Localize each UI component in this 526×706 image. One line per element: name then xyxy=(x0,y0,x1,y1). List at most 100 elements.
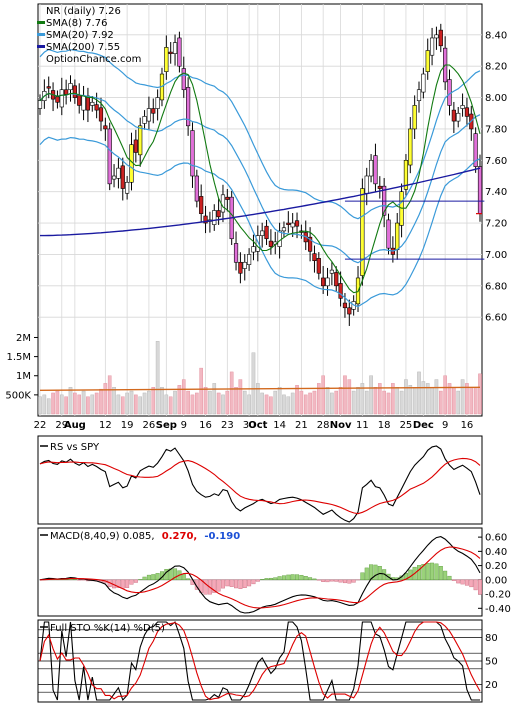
candle xyxy=(168,42,173,64)
candle xyxy=(90,96,95,112)
volume-bar xyxy=(251,352,256,415)
candle-body xyxy=(286,222,291,225)
macd-histogram-bar xyxy=(212,579,217,593)
macd-histogram-bar xyxy=(308,577,313,581)
candle-body xyxy=(251,246,256,253)
legend-label: OptionChance.com xyxy=(46,54,141,65)
volume-tick-label: 2M xyxy=(16,333,31,344)
candle xyxy=(199,184,204,222)
price-panel-frame xyxy=(37,3,483,417)
candle xyxy=(325,267,330,296)
volume-bar xyxy=(334,390,339,415)
volume-tick-label: 1M xyxy=(16,371,31,382)
macd-histogram-bar xyxy=(373,564,378,581)
macd-histogram-bar xyxy=(364,567,369,581)
candle-body xyxy=(216,210,221,218)
candle-body xyxy=(225,196,230,200)
macd-histogram-bar xyxy=(469,579,474,588)
price-tick-label: 6.80 xyxy=(485,281,507,292)
volume-bar xyxy=(147,390,151,415)
volume-bar xyxy=(164,394,169,415)
candle xyxy=(64,79,69,105)
candle-body xyxy=(111,175,117,180)
sma8-line xyxy=(39,64,481,294)
volume-bar xyxy=(478,373,482,415)
volume-bar xyxy=(73,392,77,415)
volume-bar xyxy=(399,390,404,415)
candle-body xyxy=(347,307,352,315)
candle-body xyxy=(242,261,247,269)
x-tick-label: 9 xyxy=(181,420,187,431)
candle xyxy=(247,248,252,271)
volume-bar xyxy=(460,379,465,415)
volume-bar xyxy=(55,390,60,415)
candle-body xyxy=(281,227,287,232)
macd-histogram-bar xyxy=(277,576,282,581)
candle-body xyxy=(85,95,91,111)
volume-bar xyxy=(321,375,325,415)
candle xyxy=(438,23,443,53)
macd-histogram-bar xyxy=(473,579,478,591)
volume-bar xyxy=(469,387,474,415)
volume-bar xyxy=(229,371,234,415)
candle-body xyxy=(90,101,95,106)
candle-body xyxy=(277,230,282,247)
legend-label: SMA(200) 7.55 xyxy=(46,42,120,53)
sto-k-line xyxy=(39,621,480,702)
candle-body xyxy=(403,160,409,190)
volume-bar xyxy=(473,387,478,415)
volume-bar xyxy=(378,383,382,415)
candle xyxy=(94,92,99,119)
volume-bar xyxy=(64,396,68,415)
volume-bar xyxy=(417,371,421,415)
candle xyxy=(125,176,130,200)
candle-body xyxy=(412,105,417,130)
macd-histogram-bar xyxy=(203,579,208,595)
candle-body xyxy=(138,125,143,156)
volume-bar xyxy=(199,367,203,415)
sto-tick-label: 80 xyxy=(485,633,498,644)
candle-body xyxy=(164,47,169,72)
candle xyxy=(264,219,269,246)
volume-bar xyxy=(299,390,304,415)
macd-histogram-bar xyxy=(286,574,291,581)
volume-bar xyxy=(242,390,247,415)
x-tick-label: Aug xyxy=(64,420,86,431)
price-lines xyxy=(39,48,485,308)
candle-body xyxy=(64,89,69,95)
volume-bar xyxy=(186,390,190,415)
candle xyxy=(186,77,191,136)
candle-body xyxy=(264,225,269,240)
candle-body xyxy=(477,166,483,214)
candle-body xyxy=(373,155,378,185)
price-tick-label: 6.60 xyxy=(485,313,507,324)
volume-bar xyxy=(312,390,317,415)
candle-body xyxy=(190,130,195,177)
candle-body xyxy=(103,125,108,130)
macd-histogram-bar xyxy=(255,579,260,582)
candle xyxy=(190,122,195,188)
macd-histogram-bar xyxy=(290,574,295,581)
volume-bar xyxy=(382,390,386,415)
candle xyxy=(425,38,430,80)
volume-bar xyxy=(369,375,373,415)
x-tick-label: 30 xyxy=(243,420,256,431)
candle-body xyxy=(255,235,260,252)
x-tick-label: 11 xyxy=(356,420,369,431)
candle xyxy=(68,75,73,102)
volume-bar xyxy=(59,394,64,415)
volume-bar xyxy=(203,387,208,415)
macd-histogram-bar xyxy=(155,573,160,581)
macd-histogram-bar xyxy=(295,574,300,581)
macd-histogram-bar xyxy=(268,577,273,581)
candle xyxy=(181,56,186,98)
candle xyxy=(281,221,287,238)
candle xyxy=(373,143,378,192)
volume-bar xyxy=(264,394,269,415)
macd-histogram-bar xyxy=(264,578,269,581)
candle xyxy=(37,94,43,115)
candle xyxy=(203,205,208,234)
volume-bar xyxy=(155,341,160,415)
price-tick-label: 7.80 xyxy=(485,124,507,135)
macd-legend: MACD(8,40,9) 0.085, 0.270, -0.190 xyxy=(50,531,240,542)
